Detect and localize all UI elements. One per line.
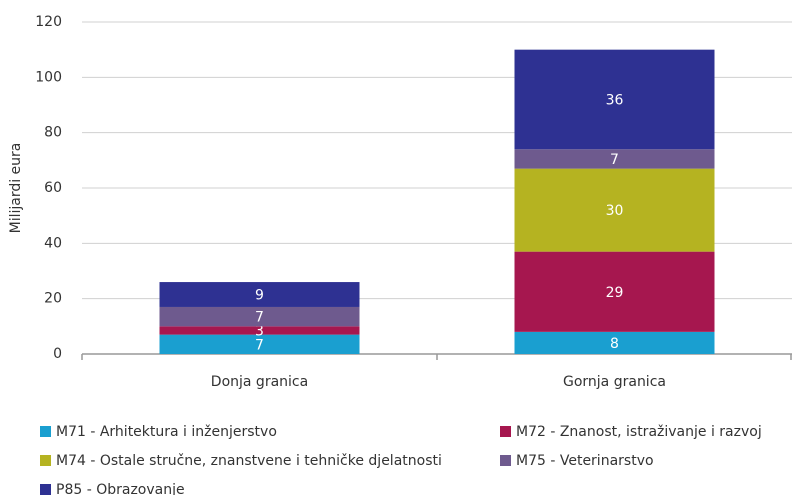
data-label: 9	[255, 288, 264, 304]
legend-swatch	[40, 426, 51, 437]
data-label: 3	[255, 323, 264, 339]
legend-swatch	[40, 455, 51, 466]
bar-segment	[159, 326, 360, 335]
y-axis-label: Milijardi eura	[8, 143, 24, 234]
legend-swatch	[500, 426, 511, 437]
bar-segment	[159, 306, 360, 327]
data-label: 8	[610, 336, 619, 352]
data-label: 7	[255, 310, 264, 326]
data-label: 36	[606, 92, 624, 108]
bar-segment	[159, 334, 360, 354]
y-tick-label: 0	[53, 346, 62, 362]
y-tick-label: 60	[44, 180, 62, 196]
y-tick-label: 20	[44, 291, 62, 307]
legend-label: P85 - Obrazovanje	[56, 482, 185, 495]
legend-label: M74 - Ostale stručne, znanstvene i tehni…	[56, 453, 442, 469]
legend-swatch	[500, 455, 511, 466]
x-tick-label: Gornja granica	[563, 374, 666, 390]
y-tick-label: 40	[44, 235, 62, 251]
bar-segment	[514, 49, 715, 150]
data-label: 7	[610, 152, 619, 168]
y-tick-label: 120	[35, 14, 62, 30]
y-tick-label: 80	[44, 125, 62, 141]
bar-segment	[514, 168, 715, 252]
legend-label: M71 - Arhitektura i inženjerstvo	[56, 424, 277, 440]
data-label: 7	[255, 337, 264, 353]
bar-segment	[159, 282, 360, 307]
bar-segment	[514, 251, 715, 332]
bar-segment	[514, 331, 715, 354]
legend-label: M72 - Znanost, istraživanje i razvoj	[516, 424, 762, 440]
y-tick-label: 100	[35, 69, 62, 85]
data-label: 30	[606, 203, 624, 219]
data-label: 29	[606, 285, 624, 301]
legend-swatch	[40, 484, 51, 495]
x-tick-label: Donja granica	[211, 374, 308, 390]
legend-label: M75 - Veterinarstvo	[516, 453, 654, 469]
bar-segment	[514, 149, 715, 169]
